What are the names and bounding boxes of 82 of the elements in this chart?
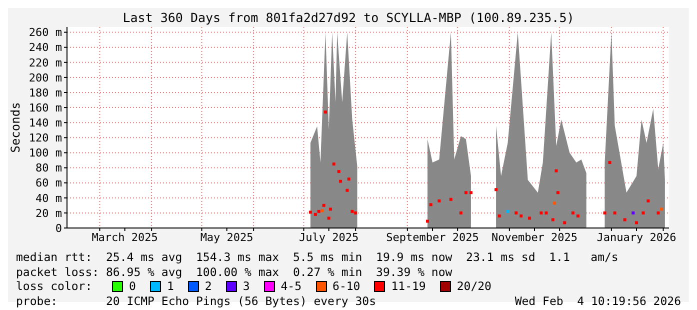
point [514, 211, 518, 214]
y-tick-label: 200 m [28, 71, 62, 84]
x-tick-label: January 2026 [596, 230, 676, 244]
point [563, 221, 566, 224]
y-tick-label: 240 m [28, 41, 62, 54]
point [350, 210, 354, 213]
legend-label: 20/20 [456, 279, 492, 294]
point [317, 210, 320, 213]
point [528, 216, 531, 220]
y-tick-label: 20 m [36, 206, 62, 220]
y-tick-label: 80 m [36, 162, 62, 175]
point [494, 188, 498, 192]
x-tick-label: September 2025 [386, 230, 479, 244]
point [540, 211, 543, 214]
chart-title: Last 360 Days from 801fa2d27d92 to SCYLLA-MBP (100.89.235.5) [122, 10, 576, 25]
point [613, 211, 616, 214]
point [642, 211, 645, 214]
point [308, 210, 312, 214]
point [314, 212, 317, 216]
point [635, 221, 638, 224]
point [556, 191, 560, 194]
point [551, 218, 554, 222]
point [459, 211, 462, 214]
legend-label: 2 [204, 279, 212, 294]
legend-label: 11-19 [391, 279, 426, 294]
point [322, 204, 326, 207]
legend-label: 3 [242, 279, 250, 294]
y-tick-label: 220 m [28, 56, 62, 70]
point [438, 199, 441, 202]
point [328, 208, 332, 211]
legend-label: 6-10 [332, 279, 360, 294]
x-tick-label: July 2025 [299, 230, 359, 244]
y-tick-label: 160 m [28, 101, 62, 114]
point [464, 191, 468, 194]
point [332, 162, 336, 166]
y-tick-label: 40 m [36, 192, 62, 205]
legend-label: 1 [166, 279, 174, 294]
point [506, 210, 510, 213]
x-tick-label: March 2025 [92, 230, 158, 244]
point [354, 211, 358, 214]
legend-label: 4-5 [280, 279, 302, 294]
point [339, 180, 342, 183]
legend-title: loss color: [16, 279, 94, 294]
legend-label: 0 [129, 279, 136, 294]
point [347, 178, 350, 181]
point [337, 170, 340, 174]
point [346, 188, 349, 192]
point [603, 211, 606, 214]
point [469, 191, 472, 194]
y-tick-label: 140 m [28, 116, 62, 130]
point [576, 214, 580, 218]
y-tick-label: 120 m [28, 132, 62, 145]
text: packet loss: 86.95 % avg 100.00 % max 0.27 % min 39.39 % now [16, 264, 454, 279]
text: Wed Feb 4 10:19:56 2026 [514, 294, 681, 308]
x-tick-label: May 2025 [200, 230, 254, 244]
point [554, 169, 558, 172]
text: median rtt: 25.4 ms avg 154.3 ms max 5.5 ms min 19.9 ms now 23.1 ms sd 1.1 am/s [16, 250, 620, 264]
y-tick-label: 260 m [28, 26, 62, 40]
point [520, 214, 523, 218]
point [320, 209, 324, 212]
point [623, 218, 626, 222]
point [544, 211, 548, 214]
point [632, 211, 635, 214]
point [324, 110, 327, 114]
y-axis-title: Seconds [8, 102, 22, 153]
point [426, 220, 429, 223]
point [660, 208, 664, 211]
y-tick-label: 60 m [36, 176, 62, 190]
point [429, 203, 432, 206]
point [498, 214, 501, 218]
point [553, 202, 556, 205]
point [449, 198, 452, 201]
point [327, 216, 330, 220]
point [656, 211, 660, 214]
point [571, 211, 574, 214]
y-tick-label: 0 [55, 222, 62, 235]
point [646, 199, 650, 202]
point [608, 161, 612, 164]
text: probe: 20 ICMP Echo Pings (56 Bytes) every 30s [16, 294, 376, 308]
y-tick-label: 180 m [28, 86, 62, 100]
x-tick-label: November 2025 [491, 230, 578, 244]
y-tick-label: 100 m [28, 146, 62, 160]
